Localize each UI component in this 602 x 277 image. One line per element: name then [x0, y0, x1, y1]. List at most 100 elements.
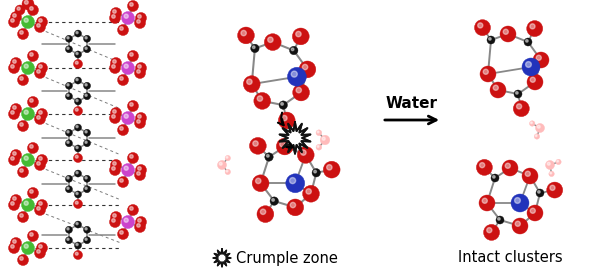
Circle shape	[260, 209, 265, 214]
Circle shape	[39, 65, 42, 68]
Circle shape	[527, 205, 543, 221]
Circle shape	[8, 199, 19, 211]
Circle shape	[24, 244, 28, 248]
Circle shape	[39, 245, 42, 248]
Circle shape	[37, 207, 40, 210]
Circle shape	[85, 94, 87, 96]
Circle shape	[111, 160, 122, 171]
Circle shape	[128, 50, 138, 61]
Circle shape	[37, 162, 40, 165]
Circle shape	[491, 174, 499, 182]
Text: Intact clusters: Intact clusters	[458, 250, 562, 265]
Circle shape	[252, 46, 255, 48]
Circle shape	[10, 150, 22, 161]
Circle shape	[297, 147, 314, 163]
Circle shape	[37, 17, 48, 27]
Circle shape	[522, 168, 538, 184]
Circle shape	[11, 65, 14, 68]
Circle shape	[514, 101, 529, 117]
Circle shape	[11, 111, 14, 114]
Circle shape	[480, 163, 485, 168]
Circle shape	[73, 199, 82, 209]
Circle shape	[527, 74, 543, 90]
Circle shape	[28, 230, 39, 242]
Circle shape	[37, 250, 40, 253]
Circle shape	[530, 24, 535, 29]
Circle shape	[84, 140, 90, 147]
Circle shape	[267, 155, 269, 157]
Circle shape	[478, 23, 483, 28]
Circle shape	[29, 99, 33, 102]
Circle shape	[323, 161, 340, 178]
Circle shape	[75, 124, 81, 131]
Circle shape	[290, 46, 298, 55]
Circle shape	[135, 63, 146, 73]
Circle shape	[327, 165, 332, 170]
Circle shape	[84, 82, 90, 89]
Circle shape	[225, 169, 231, 175]
Circle shape	[317, 146, 319, 147]
Circle shape	[10, 12, 22, 22]
Circle shape	[134, 17, 146, 29]
Circle shape	[76, 192, 78, 194]
Circle shape	[124, 64, 128, 68]
Circle shape	[479, 195, 495, 211]
Circle shape	[22, 61, 34, 75]
Circle shape	[120, 127, 123, 130]
Circle shape	[8, 242, 19, 253]
Circle shape	[138, 115, 141, 118]
Circle shape	[530, 208, 535, 213]
Circle shape	[117, 24, 128, 35]
Circle shape	[253, 141, 258, 146]
Circle shape	[20, 169, 23, 172]
Circle shape	[24, 156, 28, 160]
Circle shape	[287, 199, 303, 216]
Circle shape	[137, 70, 140, 73]
Circle shape	[503, 29, 508, 34]
Text: Crumple zone: Crumple zone	[236, 250, 338, 265]
Circle shape	[547, 162, 550, 165]
Circle shape	[296, 88, 302, 93]
Circle shape	[76, 52, 78, 55]
Circle shape	[110, 165, 120, 176]
Circle shape	[25, 0, 28, 4]
Circle shape	[28, 188, 39, 199]
Circle shape	[85, 141, 87, 143]
Circle shape	[515, 198, 520, 203]
Circle shape	[536, 189, 544, 197]
Circle shape	[483, 69, 488, 74]
Circle shape	[67, 228, 69, 230]
Circle shape	[34, 68, 46, 78]
Circle shape	[515, 221, 520, 226]
Circle shape	[303, 185, 320, 202]
Circle shape	[483, 224, 500, 240]
Circle shape	[22, 199, 34, 212]
Circle shape	[24, 18, 28, 22]
Circle shape	[268, 37, 273, 42]
Circle shape	[66, 140, 72, 147]
Circle shape	[138, 167, 141, 170]
Circle shape	[296, 31, 301, 37]
Circle shape	[293, 28, 309, 45]
Circle shape	[264, 34, 281, 50]
Circle shape	[137, 20, 140, 23]
Circle shape	[29, 53, 33, 56]
Circle shape	[129, 3, 133, 6]
Circle shape	[85, 187, 87, 189]
Circle shape	[75, 170, 81, 177]
Circle shape	[113, 110, 116, 113]
Circle shape	[241, 30, 246, 36]
Circle shape	[249, 137, 266, 154]
Circle shape	[75, 242, 81, 249]
Circle shape	[138, 65, 141, 68]
Circle shape	[129, 155, 133, 158]
Circle shape	[66, 129, 72, 136]
Circle shape	[39, 111, 42, 114]
Circle shape	[85, 84, 87, 86]
Circle shape	[316, 144, 321, 150]
Circle shape	[302, 64, 308, 70]
Circle shape	[8, 63, 19, 73]
Circle shape	[75, 61, 78, 64]
Polygon shape	[279, 122, 311, 154]
Circle shape	[67, 47, 69, 49]
